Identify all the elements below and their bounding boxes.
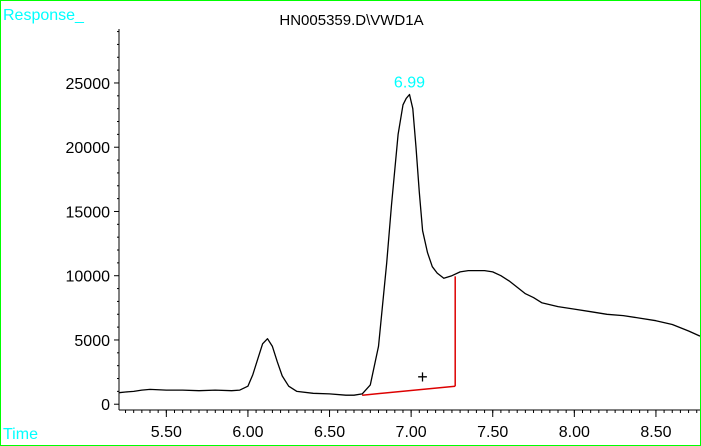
integration-baseline — [362, 385, 456, 396]
y-tick-label: 5000 — [74, 333, 110, 350]
x-tick-label: 7.50 — [477, 424, 508, 441]
x-tick-label: 6.50 — [314, 424, 345, 441]
integration-marker: + — [417, 367, 428, 387]
x-tick-label: 6.00 — [232, 424, 263, 441]
x-tick-label: 5.50 — [151, 424, 182, 441]
marks: +6.99 — [118, 75, 700, 396]
y-tick-label: 0 — [101, 397, 110, 414]
y-axis-label: Response_ — [3, 7, 84, 24]
chromatogram-trace — [118, 93, 700, 396]
chart-title: HN005359.D\VWD1A — [279, 12, 424, 29]
y-tick-label: 15000 — [66, 204, 111, 221]
x-tick-label: 8.50 — [640, 424, 671, 441]
axes: 0 5000 10000 15000 20000 25000 5.50 6.00 6.50 7.0… — [66, 29, 700, 441]
x-axis-label: Time — [3, 426, 38, 443]
y-tick-label: 25000 — [66, 76, 111, 93]
peak-label: 6.99 — [394, 75, 425, 92]
x-tick-label: 8.00 — [559, 424, 590, 441]
y-tick-label: 10000 — [66, 269, 111, 286]
y-tick-label: 20000 — [66, 140, 111, 157]
x-tick-label: 7.00 — [396, 424, 427, 441]
